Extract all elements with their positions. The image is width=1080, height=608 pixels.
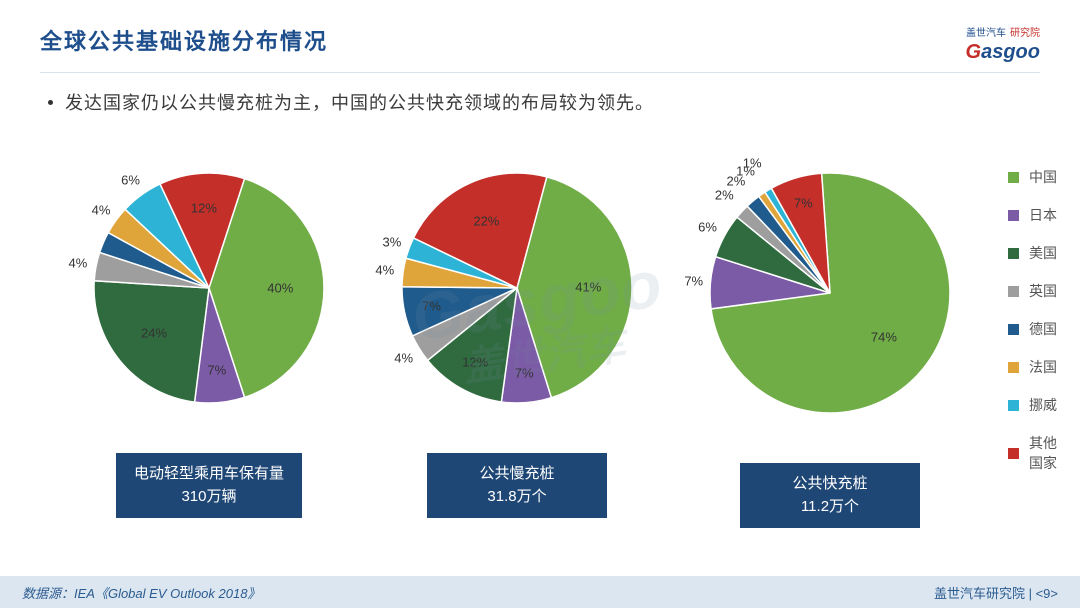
logo-g: G: [966, 41, 982, 63]
slice-label-other: 7%: [794, 196, 813, 211]
footer: 数据源：IEA《Global EV Outlook 2018》 盖世汽车研究院 …: [0, 576, 1080, 608]
pie-chart-2: [368, 139, 666, 437]
legend-item-china: 中国: [1008, 167, 1060, 187]
legend-swatch: [1008, 448, 1019, 459]
pie-chart-1: [60, 139, 358, 437]
legend-label: 中国: [1029, 167, 1057, 187]
legend-label: 法国: [1029, 357, 1057, 377]
bullet-icon: [48, 100, 53, 105]
slice-label-japan: 7%: [684, 274, 703, 289]
slice-label-france: 4%: [92, 202, 111, 217]
chart-2-caption-l2: 31.8万个: [445, 486, 589, 509]
legend-swatch: [1008, 324, 1019, 335]
brand-logo: 盖世汽车 研究院 Gasgoo: [966, 24, 1040, 64]
slice-label-uk: 4%: [69, 256, 88, 271]
bullet-text: 发达国家仍以公共慢充桩为主，中国的公共快充领域的布局较为领先。: [65, 89, 654, 115]
charts-area: 40% 7% 24% 4% 4% 6% 12% 电动轻型乘用车保有量 310万辆 41% 7%…: [0, 121, 1080, 528]
slice-label-norway: 6%: [121, 173, 140, 188]
slice-label-uk: 2%: [715, 188, 734, 203]
pie-chart-3: [676, 139, 984, 447]
slice-label-usa: 12%: [462, 355, 488, 370]
slice-label-usa: 24%: [141, 326, 167, 341]
slice-label-other: 22%: [473, 214, 499, 229]
legend-item-other: 其他国家: [1008, 433, 1060, 473]
slice-label-china: 74%: [871, 329, 897, 344]
legend-label: 其他国家: [1029, 433, 1060, 473]
legend-swatch: [1008, 210, 1019, 221]
slice-label-uk: 4%: [394, 351, 413, 366]
legend: 中国日本美国英国德国法国挪威其他国家: [994, 139, 1060, 473]
chart-2: 41% 7% 12% 4% 7% 4% 3% 22% 公共慢充桩 31.8万个: [368, 139, 666, 518]
slice-label-china: 40%: [267, 281, 293, 296]
legend-label: 挪威: [1029, 395, 1057, 415]
page-title: 全球公共基础设施分布情况: [40, 24, 328, 56]
legend-item-norway: 挪威: [1008, 395, 1060, 415]
footer-source: 数据源：IEA《Global EV Outlook 2018》: [22, 583, 260, 602]
legend-swatch: [1008, 362, 1019, 373]
chart-1-caption-l1: 电动轻型乘用车保有量: [134, 463, 284, 486]
legend-label: 英国: [1029, 281, 1057, 301]
legend-item-france: 法国: [1008, 357, 1060, 377]
chart-1-caption-l2: 310万辆: [134, 486, 284, 509]
chart-3-caption-l1: 公共快充桩: [758, 473, 902, 496]
chart-2-caption: 公共慢充桩 31.8万个: [427, 453, 607, 518]
legend-label: 美国: [1029, 243, 1057, 263]
chart-3-caption-l2: 11.2万个: [758, 496, 902, 519]
slice-label-norway: 1%: [743, 156, 762, 171]
slice-label-japan: 7%: [515, 365, 534, 380]
slice-label-china: 41%: [575, 279, 601, 294]
legend-swatch: [1008, 172, 1019, 183]
legend-item-uk: 英国: [1008, 281, 1060, 301]
slice-label-usa: 6%: [698, 219, 717, 234]
legend-swatch: [1008, 286, 1019, 297]
pie-slice-usa: [94, 281, 209, 402]
chart-3-caption: 公共快充桩 11.2万个: [740, 463, 920, 528]
slice-label-japan: 7%: [207, 363, 226, 378]
footer-page: 盖世汽车研究院 | <9>: [934, 583, 1058, 602]
legend-swatch: [1008, 248, 1019, 259]
legend-item-usa: 美国: [1008, 243, 1060, 263]
chart-3: 74%7%6%2%2%1%1%7% 公共快充桩 11.2万个: [676, 139, 984, 528]
legend-label: 日本: [1029, 205, 1057, 225]
logo-rest: asgoo: [981, 41, 1040, 63]
slice-label-norway: 3%: [383, 234, 402, 249]
logo-sub-b: 研究院: [1010, 24, 1040, 39]
chart-1: 40% 7% 24% 4% 4% 6% 12% 电动轻型乘用车保有量 310万辆: [60, 139, 358, 518]
legend-item-germany: 德国: [1008, 319, 1060, 339]
slice-label-germany: 7%: [422, 299, 441, 314]
slice-label-other: 12%: [191, 200, 217, 215]
legend-item-japan: 日本: [1008, 205, 1060, 225]
logo-sub-a: 盖世汽车: [966, 24, 1006, 39]
slice-label-france: 4%: [375, 262, 394, 277]
legend-swatch: [1008, 400, 1019, 411]
chart-1-caption: 电动轻型乘用车保有量 310万辆: [116, 453, 302, 518]
chart-2-caption-l1: 公共慢充桩: [445, 463, 589, 486]
legend-label: 德国: [1029, 319, 1057, 339]
